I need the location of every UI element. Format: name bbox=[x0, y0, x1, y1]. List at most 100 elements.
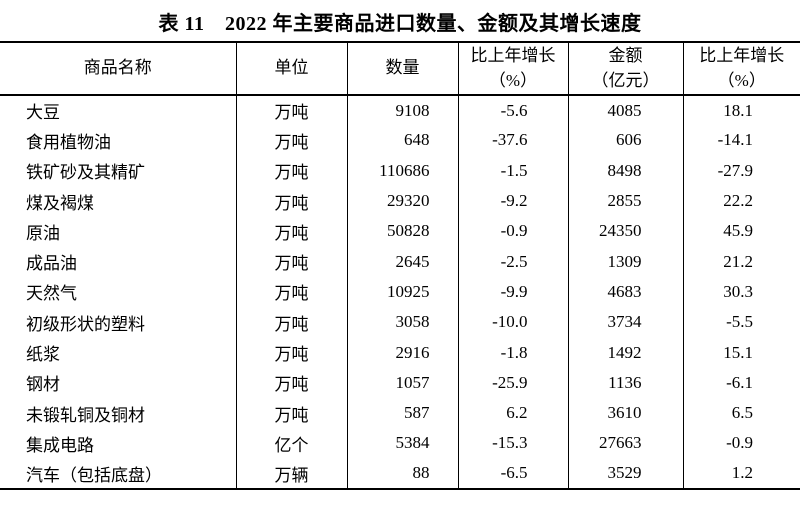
quantity-growth-cell: -5.6 bbox=[458, 95, 569, 126]
amount-growth-cell: 18.1 bbox=[723, 100, 753, 120]
quantity-growth-cell: -2.5 bbox=[458, 246, 569, 277]
table-title: 表 11 2022 年主要商品进口数量、金额及其增长速度 bbox=[158, 13, 642, 35]
unit-cell: 万辆 bbox=[236, 458, 348, 489]
header-quantity-growth: 比上年增长 （%） bbox=[458, 42, 569, 95]
header-label: 单位 bbox=[274, 58, 309, 78]
commodity-name-cell: 集成电路 bbox=[0, 428, 237, 459]
commodity-name-cell: 大豆 bbox=[0, 95, 237, 126]
table-row: 初级形状的塑料 万吨 3058 -10.0 3734 -5.5 bbox=[0, 307, 800, 338]
quantity-growth-cell: -25.9 bbox=[458, 367, 569, 398]
amount-cell: 27663 bbox=[568, 428, 684, 459]
quantity-growth-cell: -1.5 bbox=[458, 155, 569, 186]
commodity-name-cell: 初级形状的塑料 bbox=[0, 307, 237, 338]
amount-growth-cell: 21.2 bbox=[723, 251, 753, 271]
amount-growth-cell: -27.9 bbox=[717, 160, 753, 180]
header-commodity-name: 商品名称 bbox=[0, 42, 237, 95]
amount-cell: 4085 bbox=[568, 95, 684, 126]
quantity-growth-cell: -37.6 bbox=[458, 125, 569, 156]
amount-growth-cell: 1.2 bbox=[731, 463, 753, 483]
import-commodities-table: 商品名称 单位 数量 比上年增长 （%） 金额 （亿元） 比上年增长 bbox=[0, 41, 800, 490]
amount-cell: 1136 bbox=[568, 367, 684, 398]
quantity-cell: 587 bbox=[347, 397, 459, 429]
quantity-growth-cell: 6.2 bbox=[458, 397, 569, 429]
table-row: 集成电路 亿个 5384 -15.3 27663 -0.9 bbox=[0, 428, 800, 459]
quantity-growth-cell: -9.2 bbox=[458, 185, 569, 217]
quantity-growth-cell: -0.9 bbox=[458, 216, 569, 247]
quantity-growth-cell: -10.0 bbox=[458, 307, 569, 338]
unit-cell: 万吨 bbox=[236, 367, 348, 398]
quantity-cell: 29320 bbox=[347, 185, 459, 217]
commodity-name-cell: 汽车（包括底盘） bbox=[0, 458, 237, 489]
header-label-line1: 比上年增长 bbox=[699, 45, 785, 65]
header-label-line1: 金额 bbox=[608, 45, 643, 65]
commodity-name-cell: 铁矿砂及其精矿 bbox=[0, 155, 237, 186]
unit-cell: 万吨 bbox=[236, 397, 348, 429]
unit-cell: 万吨 bbox=[236, 125, 348, 156]
commodity-name-cell: 食用植物油 bbox=[0, 125, 237, 156]
table-row: 铁矿砂及其精矿 万吨 110686 -1.5 8498 -27.9 bbox=[0, 155, 800, 186]
header-amount: 金额 （亿元） bbox=[568, 42, 684, 95]
table-row: 大豆 万吨 9108 -5.6 4085 18.1 bbox=[0, 95, 800, 126]
amount-growth-cell: -0.9 bbox=[726, 433, 753, 453]
quantity-cell: 1057 bbox=[347, 367, 459, 398]
table-row: 汽车（包括底盘） 万辆 88 -6.5 3529 1.2 bbox=[0, 458, 800, 489]
quantity-cell: 50828 bbox=[347, 216, 459, 247]
unit-cell: 万吨 bbox=[236, 216, 348, 247]
table-body: 大豆 万吨 9108 -5.6 4085 18.1 食用植物油 万吨 648 -37.6 606 -1… bbox=[0, 95, 800, 489]
commodity-name-cell: 钢材 bbox=[0, 367, 237, 398]
table-row: 成品油 万吨 2645 -2.5 1309 21.2 bbox=[0, 246, 800, 277]
header-label: 数量 bbox=[385, 58, 420, 78]
amount-cell: 8498 bbox=[568, 155, 684, 186]
quantity-growth-cell: -9.9 bbox=[458, 276, 569, 308]
header-unit: 单位 bbox=[236, 42, 348, 95]
amount-cell: 24350 bbox=[568, 216, 684, 247]
table-row: 纸浆 万吨 2916 -1.8 1492 15.1 bbox=[0, 337, 800, 368]
amount-cell: 4683 bbox=[568, 276, 684, 308]
unit-cell: 亿个 bbox=[236, 428, 348, 459]
quantity-cell: 2645 bbox=[347, 246, 459, 277]
unit-cell: 万吨 bbox=[236, 95, 348, 126]
amount-growth-cell: 6.5 bbox=[731, 403, 753, 423]
header-quantity: 数量 bbox=[347, 42, 459, 95]
unit-cell: 万吨 bbox=[236, 246, 348, 277]
amount-growth-cell: -5.5 bbox=[726, 312, 753, 332]
amount-cell: 3610 bbox=[568, 397, 684, 429]
header-label-line2: （%） bbox=[717, 70, 766, 90]
header-label-line1: 比上年增长 bbox=[470, 45, 556, 65]
quantity-cell: 10925 bbox=[347, 276, 459, 308]
commodity-name-cell: 未锻轧铜及铜材 bbox=[0, 397, 237, 429]
amount-cell: 3734 bbox=[568, 307, 684, 338]
quantity-cell: 648 bbox=[347, 125, 459, 156]
amount-growth-cell: -6.1 bbox=[726, 372, 753, 392]
unit-cell: 万吨 bbox=[236, 307, 348, 338]
table-header: 商品名称 单位 数量 比上年增长 （%） 金额 （亿元） 比上年增长 bbox=[0, 42, 800, 95]
amount-growth-cell: 22.2 bbox=[723, 191, 753, 211]
amount-cell: 606 bbox=[568, 125, 684, 156]
amount-cell: 1309 bbox=[568, 246, 684, 277]
header-row: 商品名称 单位 数量 比上年增长 （%） 金额 （亿元） 比上年增长 bbox=[0, 42, 800, 95]
table-row: 钢材 万吨 1057 -25.9 1136 -6.1 bbox=[0, 367, 800, 398]
quantity-growth-cell: -15.3 bbox=[458, 428, 569, 459]
commodity-name-cell: 煤及褐煤 bbox=[0, 185, 237, 217]
header-label-line2: （%） bbox=[488, 70, 538, 90]
quantity-growth-cell: -1.8 bbox=[458, 337, 569, 368]
commodity-name-cell: 天然气 bbox=[0, 276, 237, 308]
unit-cell: 万吨 bbox=[236, 185, 348, 217]
amount-growth-cell: 15.1 bbox=[723, 342, 753, 362]
table-row: 煤及褐煤 万吨 29320 -9.2 2855 22.2 bbox=[0, 185, 800, 217]
amount-cell: 2855 bbox=[568, 185, 684, 217]
header-amount-growth: 比上年增长 （%） bbox=[683, 42, 800, 95]
header-label: 商品名称 bbox=[83, 58, 152, 78]
amount-growth-cell: 45.9 bbox=[723, 221, 753, 241]
amount-growth-cell: 30.3 bbox=[723, 281, 753, 301]
quantity-growth-cell: -6.5 bbox=[458, 458, 569, 489]
amount-growth-cell: -14.1 bbox=[717, 130, 753, 150]
unit-cell: 万吨 bbox=[236, 276, 348, 308]
amount-cell: 3529 bbox=[568, 458, 684, 489]
header-label-line2: （亿元） bbox=[591, 70, 660, 90]
commodity-name-cell: 原油 bbox=[0, 216, 237, 247]
table-row: 原油 万吨 50828 -0.9 24350 45.9 bbox=[0, 216, 800, 247]
quantity-cell: 5384 bbox=[347, 428, 459, 459]
quantity-cell: 2916 bbox=[347, 337, 459, 368]
